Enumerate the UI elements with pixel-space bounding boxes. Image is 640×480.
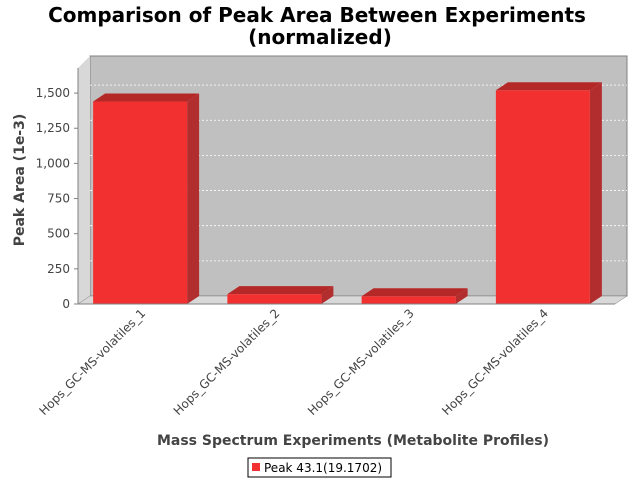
chart-title-line-1: Comparison of Peak Area Between Experime…: [48, 3, 586, 27]
y-tick-label: 0: [62, 297, 70, 311]
y-tick-label: 250: [47, 262, 70, 276]
y-tick-label: 750: [47, 192, 70, 206]
bar-top: [227, 286, 334, 295]
bar-front: [227, 294, 322, 304]
legend-label: Peak 43.1(19.1702): [264, 461, 382, 475]
bar-top: [495, 82, 602, 91]
y-tick-label: 1,500: [36, 86, 70, 100]
bar-top: [93, 93, 200, 102]
bar: [361, 288, 468, 304]
y-axis-title: Peak Area (1e-3): [12, 114, 28, 247]
x-axis-title: Mass Spectrum Experiments (Metabolite Pr…: [157, 433, 549, 449]
x-category-label: Hops_GC-MS-volatiles_4: [439, 306, 551, 418]
bar-side: [589, 82, 602, 305]
x-category-label: Hops_GC-MS-volatiles_3: [305, 306, 417, 418]
x-category-labels: Hops_GC-MS-volatiles_1 Hops_GC-MS-volatil…: [37, 306, 551, 418]
y-tick-label: 1,250: [36, 121, 70, 135]
bars: [93, 82, 602, 305]
x-category-label: Hops_GC-MS-volatiles_2: [171, 306, 283, 418]
plot-left-wall: [78, 56, 90, 304]
bar-front: [93, 101, 188, 304]
bar-front: [361, 296, 456, 304]
bar-side: [321, 286, 334, 304]
bar: [495, 82, 602, 305]
legend: Peak 43.1(19.1702): [247, 457, 392, 478]
bar-top: [361, 288, 468, 297]
bar: [93, 93, 200, 304]
y-tick-label: 500: [47, 227, 70, 241]
legend-box: [247, 457, 392, 478]
bar-side: [455, 288, 468, 304]
y-tick-label: 1,000: [36, 156, 70, 170]
bar: [227, 286, 334, 304]
y-ticks: 0 250 500 750 1,000 1,250 1,500: [36, 86, 78, 311]
chart-title-line-2: (normalized): [248, 25, 392, 49]
x-category-label: Hops_GC-MS-volatiles_1: [37, 306, 149, 418]
bar-side: [187, 93, 200, 304]
legend-swatch: [252, 463, 260, 471]
bar-front: [495, 90, 590, 305]
